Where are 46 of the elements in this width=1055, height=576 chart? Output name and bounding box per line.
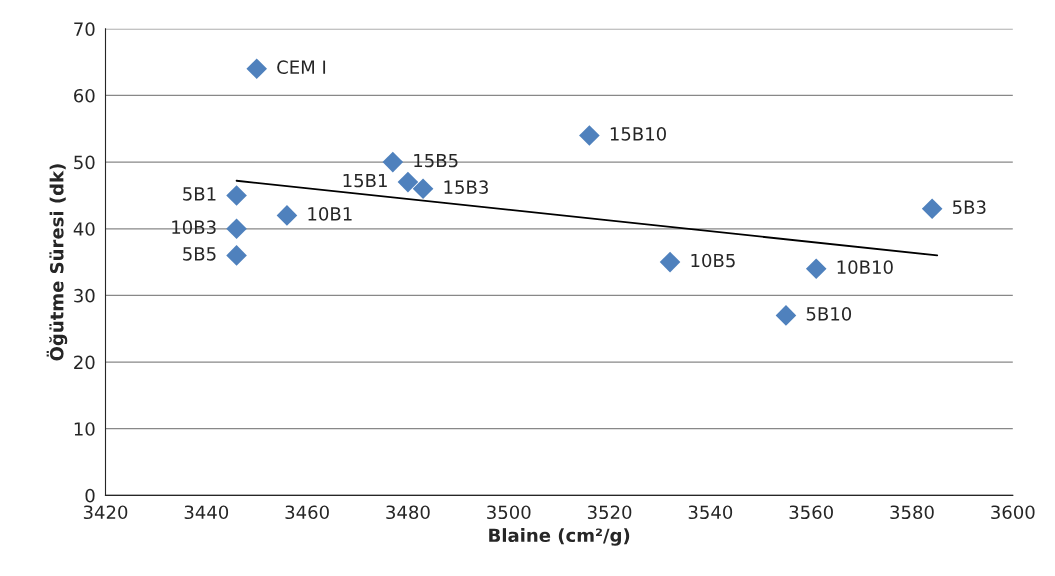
annotation: 15B10: [610, 127, 666, 141]
x-tick-label: 3460: [285, 505, 329, 520]
annotation: 10B3: [172, 220, 216, 234]
y-tick-label: 10: [74, 422, 95, 436]
annotation: 5B10: [806, 306, 852, 321]
y-tick-label: 40: [73, 222, 95, 236]
x-tick-label: 3440: [184, 505, 229, 520]
point: [412, 178, 434, 200]
annotation: 15B5: [414, 153, 458, 168]
x-tick-label: 3500: [487, 505, 531, 520]
point: [226, 245, 247, 266]
annotation: 5B3: [952, 200, 986, 214]
point: [382, 151, 404, 173]
y-tick-label: 0: [85, 488, 95, 503]
point: [226, 185, 247, 206]
y-axis-title: Öğütme Süresi (dk): [46, 164, 68, 361]
annotation: 15B1: [343, 173, 387, 188]
x-tick-label: 3600: [991, 505, 1035, 520]
y-tick-label: 60: [74, 88, 95, 103]
x-tick-label: 3580: [890, 505, 934, 520]
x-tick-label: 3560: [789, 505, 833, 520]
point: [921, 198, 943, 220]
point: [659, 251, 681, 273]
point: [246, 58, 268, 80]
point: [579, 125, 600, 146]
annotation: CEM I: [277, 60, 326, 75]
x-tick-label: 3420: [83, 505, 128, 520]
annotation: 15B3: [444, 180, 488, 194]
point: [276, 205, 298, 226]
x-tick-label: 3540: [688, 505, 733, 520]
x-axis-title: Blaine (cm²/g): [489, 528, 630, 546]
annotation: 10B5: [691, 253, 735, 268]
point: [397, 171, 419, 193]
annotation: 10B10: [837, 260, 893, 274]
y-tick-label: 50: [74, 155, 95, 170]
point: [805, 258, 827, 280]
x-tick-label: 3520: [587, 505, 632, 520]
y-tick-label: 70: [74, 22, 95, 36]
y-tick-label: 20: [74, 355, 95, 370]
annotation: 5B1: [183, 187, 216, 201]
y-tick-label: 30: [74, 288, 95, 303]
annotation: 5B5: [183, 247, 216, 261]
x-tick-label: 3480: [386, 505, 430, 520]
point: [775, 305, 797, 326]
point: [226, 218, 247, 240]
annotation: 10B1: [308, 207, 352, 221]
